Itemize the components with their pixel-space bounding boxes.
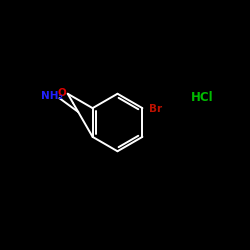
Text: Br: Br <box>149 104 162 115</box>
Text: HCl: HCl <box>191 91 214 104</box>
Text: O: O <box>58 88 66 98</box>
Text: NH₂: NH₂ <box>42 91 64 101</box>
